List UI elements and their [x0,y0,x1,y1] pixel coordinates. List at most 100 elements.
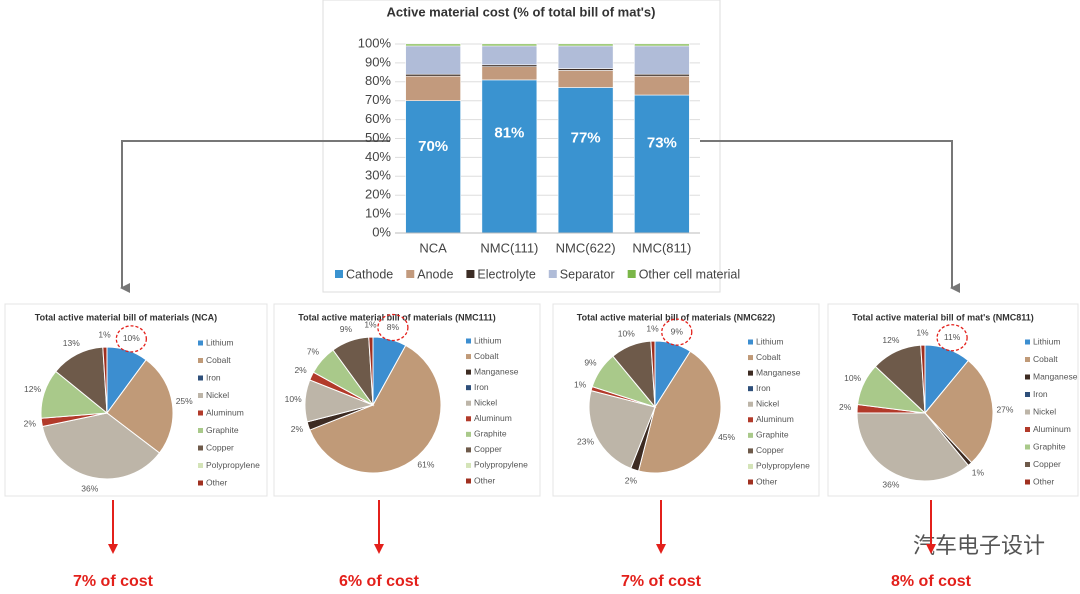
pie-slice [368,336,374,406]
pie-slice [102,346,108,414]
data-label: 12% [24,384,41,394]
legend-label: Iron [1033,389,1048,399]
y-tick-label: 30% [365,168,391,183]
legend-label: Copper [1033,459,1061,469]
legend-swatch [748,401,753,407]
bar-segment [557,43,614,47]
legend-swatch [198,358,203,363]
y-tick-label: 10% [365,206,391,221]
legend-swatch [466,416,471,422]
legend-swatch [1025,427,1030,432]
legend-swatch [1025,339,1030,345]
y-tick-label: 60% [365,111,391,126]
y-tick-label: 0% [372,224,391,239]
legend-label: Copper [206,442,234,452]
chart-title: Active material cost (% of total bill of… [387,4,656,19]
x-tick-label: NMC(111) [480,240,538,255]
legend-swatch [1025,392,1030,397]
legend-swatch [748,386,753,392]
cost-annotation: 7% of cost [621,573,702,590]
data-label: 2% [24,418,37,428]
legend-label: Polypropylene [756,461,810,471]
legend-label: Lithium [474,335,501,345]
y-tick-label: 70% [365,92,391,107]
legend-label: Graphite [756,430,789,440]
chart-title: Total active material bill of materials … [298,312,495,322]
data-label: 13% [63,338,80,348]
legend-swatch [466,270,475,278]
bar-segment [634,75,690,96]
legend-swatch [466,462,471,468]
bar-segment [557,87,614,234]
cost-annotation: 6% of cost [339,573,420,590]
chart-title: Total active material bill of mat's (NMC… [852,312,1034,322]
legend-label: Other [1033,476,1054,486]
legend-label: Separator [560,267,615,281]
legend-label: Other [206,477,227,487]
legend-swatch [198,428,203,433]
legend-label: Iron [206,372,221,382]
legend-label: Cobalt [756,352,781,362]
legend-swatch [748,448,753,454]
data-label: 45% [718,432,735,442]
legend-swatch [1025,409,1030,415]
pie-slice [924,359,994,464]
legend-swatch [1025,462,1030,467]
legend-swatch [748,463,753,469]
bar-segment [557,70,614,88]
legend-label: Anode [417,267,453,281]
data-label: 1% [972,467,985,477]
legend-swatch [1025,374,1030,380]
legend-swatch [748,432,753,438]
pie-slice [637,350,722,474]
legend-label: Lithium [1033,336,1060,346]
data-label: 2% [291,424,304,434]
legend-label: Polypropylene [474,460,528,470]
legend-label: Nickel [756,398,779,408]
data-label: 70% [418,138,448,155]
legend-label: Nickel [474,397,497,407]
legend-swatch [1025,479,1030,485]
legend-swatch [748,339,753,345]
bar-segment [481,66,538,81]
highlight-circle [936,324,968,352]
legend-label: Nickel [1033,406,1056,416]
legend-label: Iron [756,383,771,393]
legend-label: Copper [756,445,784,455]
bar-segment [481,79,538,234]
data-label: 36% [882,480,899,490]
legend-swatch [466,431,471,437]
legend-label: Aluminum [206,407,244,417]
connector-arrow [120,140,390,293]
data-label: 7% [307,346,320,356]
data-label: 9% [671,326,684,336]
legend-swatch [198,463,203,468]
data-label: 61% [417,459,434,469]
legend-label: Copper [474,444,502,454]
y-tick-label: 80% [365,73,391,88]
y-tick-label: 50% [365,130,391,145]
bar-segment [481,45,538,66]
bar-segment [634,43,690,47]
data-label: 10% [123,333,140,343]
legend-label: Polypropylene [206,460,260,470]
legend-swatch [548,270,557,278]
data-label: 25% [176,396,193,406]
legend-label: Cathode [346,267,393,281]
legend-swatch [748,355,753,361]
legend-swatch [198,340,203,346]
legend-swatch [466,447,471,453]
pie-slice [920,344,926,414]
legend-label: Aluminum [756,414,794,424]
legend-label: Graphite [474,429,507,439]
x-tick-label: NMC(811) [632,240,691,255]
legend-label: Cobalt [474,351,499,361]
legend-swatch [466,385,471,391]
legend-swatch [748,370,753,376]
legend-swatch [1025,357,1030,362]
data-label: 10% [285,394,302,404]
highlight-circle [115,325,147,353]
connector-arrow [700,140,960,293]
legend-label: Lithium [206,337,233,347]
legend-label: Other [756,476,777,486]
